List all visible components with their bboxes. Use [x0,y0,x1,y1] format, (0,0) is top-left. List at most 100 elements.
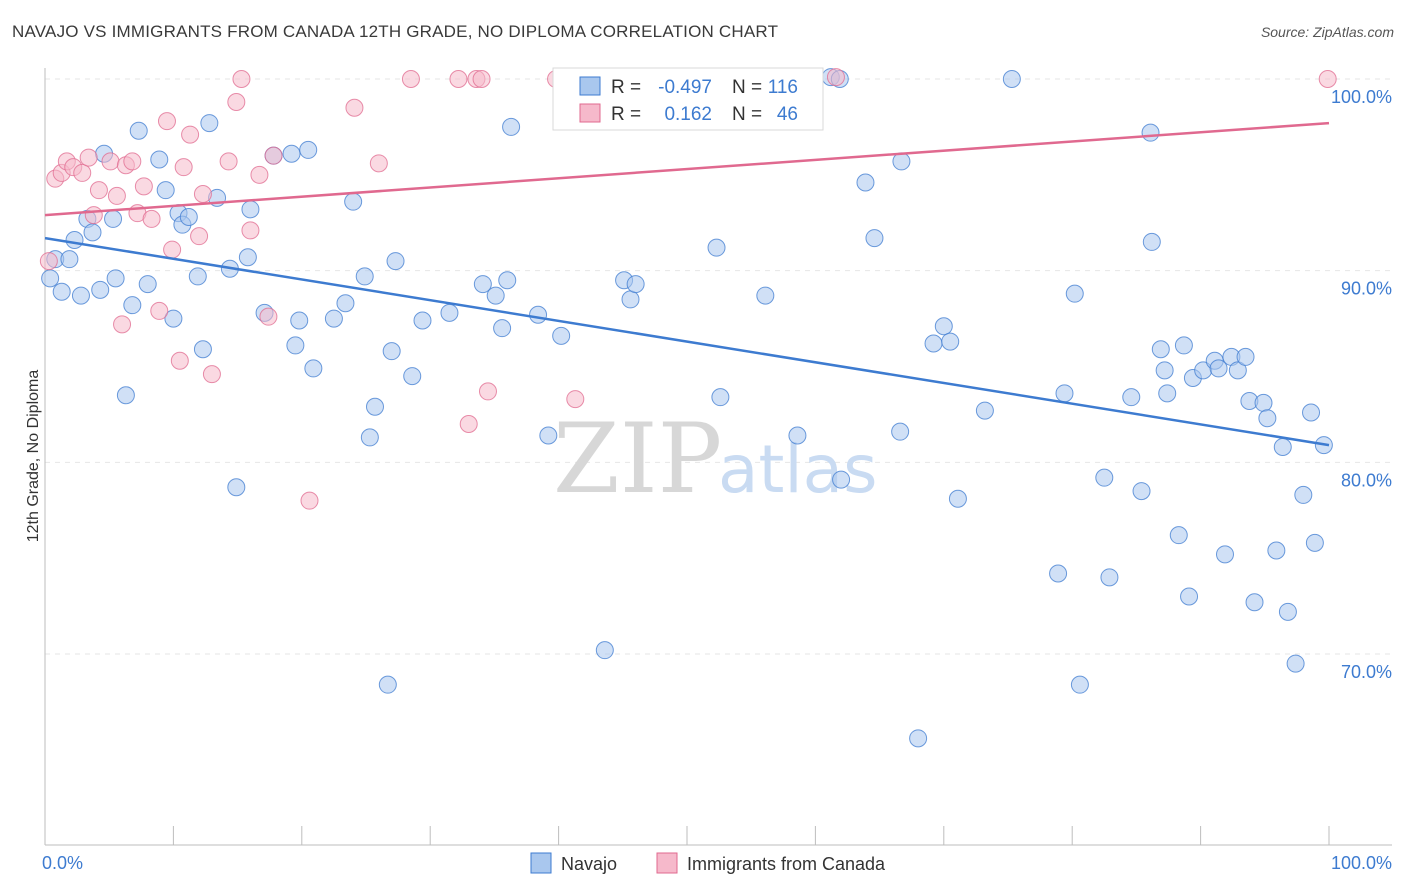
navajo-point [1278,602,1297,621]
canada-point [190,227,209,246]
navajo-point [948,489,967,508]
navajo-point [1002,70,1021,88]
navajo-point [924,334,943,353]
navajo-point [60,250,79,269]
navajo-point [975,401,994,420]
canada-point [174,158,193,177]
navajo-point [502,117,521,136]
canada-point [449,70,468,88]
navajo-point [83,223,102,242]
navajo-point [1055,384,1074,403]
legend: Navajo Immigrants from Canada [530,852,886,874]
navajo-point [403,367,422,386]
canada-point [142,209,161,228]
canada-point [79,148,98,167]
navajo-point [156,181,175,200]
stats-swatch-navajo [579,76,601,96]
navajo-point [498,271,517,290]
y-tick-labels: 70.0% 80.0% 90.0% 100.0% [1331,87,1392,682]
navajo-point [286,336,305,355]
y-tick-label-70: 70.0% [1341,662,1392,682]
stats-box: R = -0.497 N = 116 R = 0.162 N = 46 [552,67,824,131]
navajo-point [344,192,363,211]
navajo-point [756,286,775,305]
legend-label-canada: Immigrants from Canada [687,854,886,874]
navajo-point [486,286,505,305]
navajo-point [65,231,84,249]
navajo-point [336,294,355,313]
navajo-point [1254,393,1273,412]
canada-point [123,152,142,171]
navajo-point [116,386,135,405]
navajo-point [413,311,432,330]
navajo-point [1236,347,1255,366]
navajo-point [188,267,207,286]
y-tick-label-80: 80.0% [1341,470,1392,490]
canada-point [170,351,189,370]
canada-point [401,70,420,88]
y-tick-label-100: 100.0% [1331,87,1392,107]
canada-point [259,307,278,326]
navajo-point [1302,403,1321,422]
canada-point [39,252,58,271]
stats-n-label-navajo: N = [732,77,762,98]
navajo-point [909,729,928,748]
navajo-point [1070,675,1089,694]
canada-point [89,181,108,200]
canada-point [1318,70,1337,88]
canada-point [163,240,182,259]
navajo-point [1095,468,1114,487]
navajo-point [241,200,260,219]
navajo-point [1174,336,1193,355]
navajo-trend-line [44,236,1330,447]
navajo-point [529,305,548,324]
navajo-point [1169,526,1188,545]
navajo-point [707,238,726,257]
navajo-point [355,267,374,286]
navajo-point [1155,361,1174,380]
canada-point [101,152,120,171]
canada-point [181,125,200,144]
navajo-point [1151,340,1170,359]
x-tick-label-max: 100.0% [1331,853,1392,873]
navajo-point [1132,482,1151,501]
navajo-point [386,252,405,271]
navajo-point [1228,361,1247,380]
navajo-point [1209,359,1228,378]
navajo-point [539,426,558,445]
navajo-point [138,275,157,294]
canada-point [300,491,319,510]
navajo-point [382,342,401,361]
navajo-point [304,359,323,378]
navajo-point [1305,533,1324,552]
navajo-point [1273,438,1292,456]
navajo-point [621,290,640,309]
source-label: Source: ZipAtlas.com [1260,24,1394,40]
navajo-point [1049,564,1068,583]
navajo-point [788,426,807,445]
navajo-point [934,317,953,336]
stats-r-value-navajo: -0.497 [658,77,712,98]
navajo-point [1267,541,1286,560]
navajo-point [1100,568,1119,587]
navajo-point [71,286,90,305]
navajo-point [711,388,730,407]
stats-r-label-navajo: R = [611,77,641,98]
x-axis-ticks [172,826,1330,845]
navajo-point [1122,388,1141,407]
navajo-point [200,114,219,133]
legend-swatch-canada [656,852,678,874]
navajo-point [1141,123,1160,142]
navajo-point [164,309,183,328]
navajo-point [1294,485,1313,504]
stats-n-label-canada: N = [732,104,762,125]
navajo-point [106,269,125,288]
axes [44,68,1392,846]
canada-point [566,390,585,409]
canada-point [472,70,491,88]
navajo-point [1286,654,1305,673]
canada-point [478,382,497,401]
stats-n-value-navajo: 116 [768,77,798,98]
navajo-point [324,309,343,328]
